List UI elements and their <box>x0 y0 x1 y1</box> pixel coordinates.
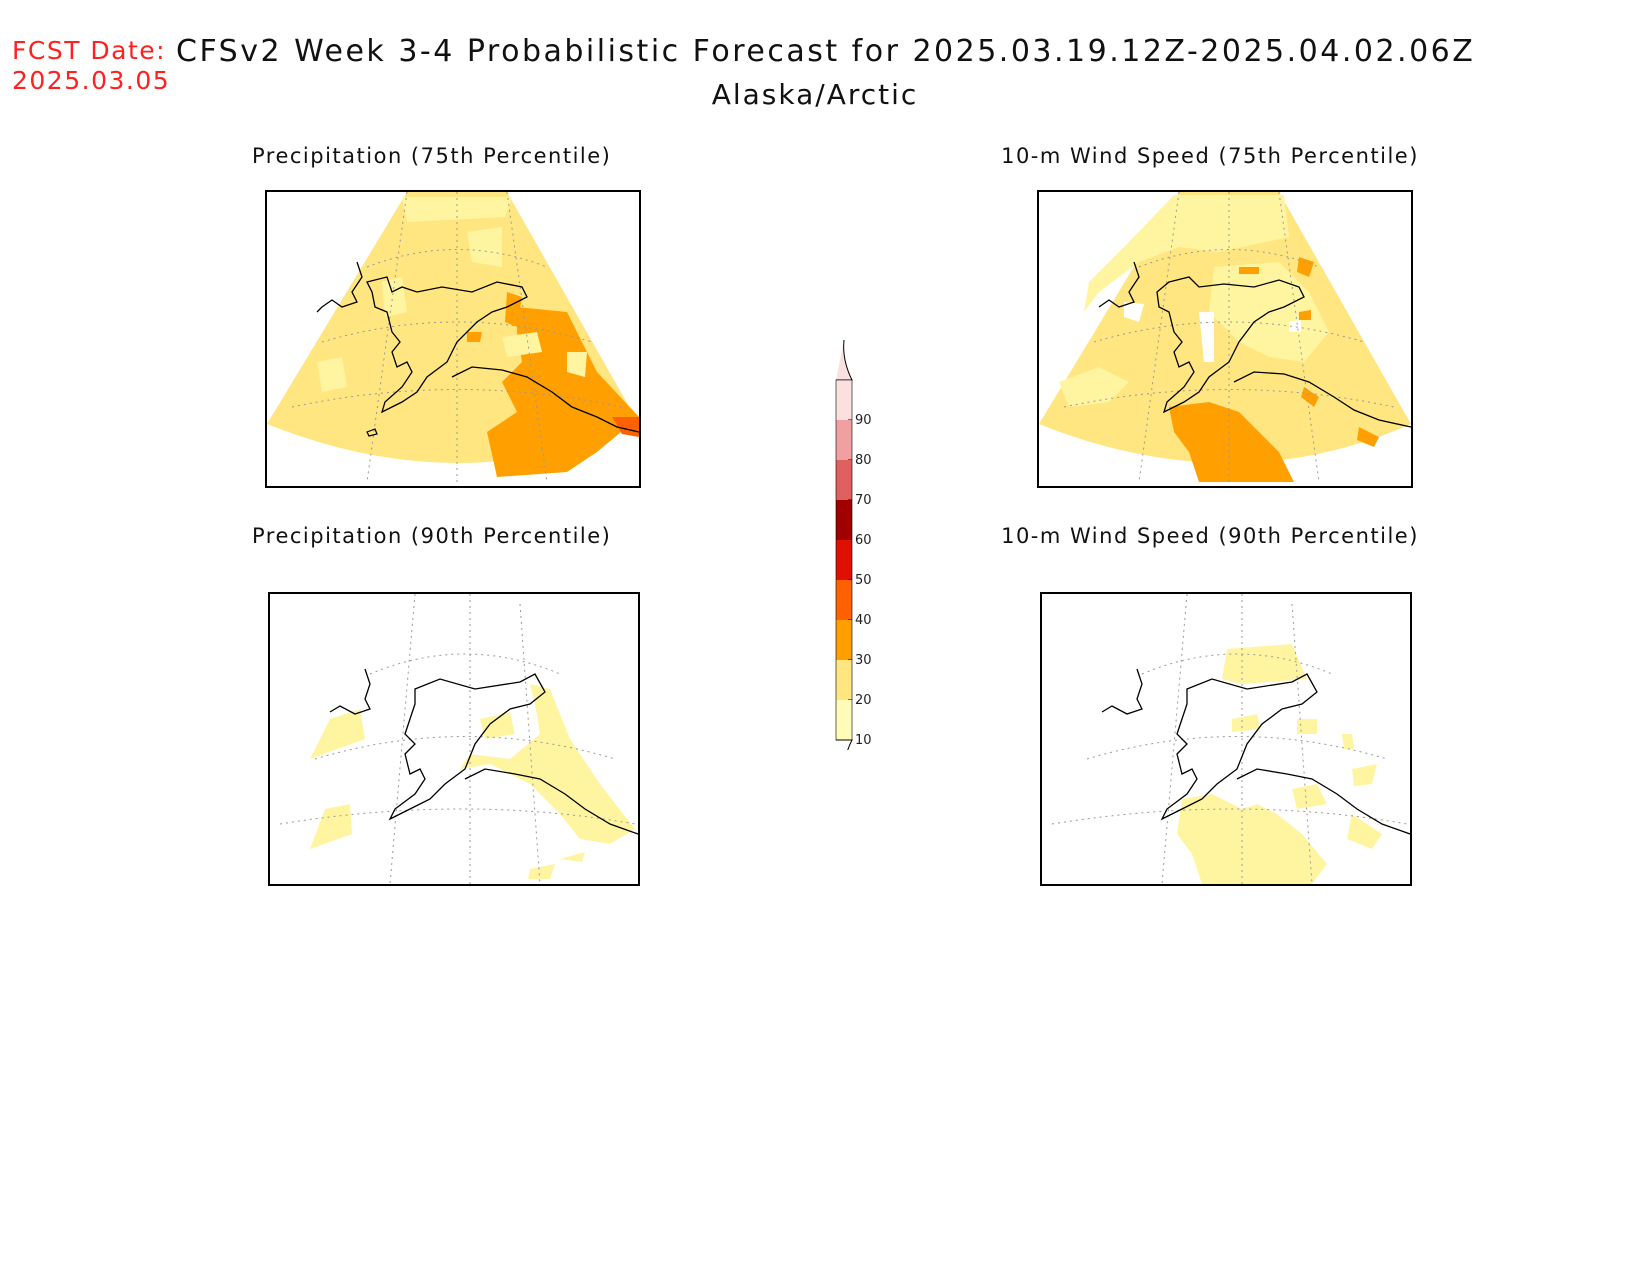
region-subtitle: Alaska/Arctic <box>711 78 919 111</box>
prob-10-region <box>502 332 542 357</box>
colorbar-swatch-90 <box>836 380 852 420</box>
gulf-coastline <box>1236 768 1410 835</box>
prob-none-region <box>1199 312 1214 362</box>
prob-10-region <box>1292 784 1327 809</box>
colorbar-swatch-80 <box>836 420 852 460</box>
map-wind75 <box>1037 190 1413 488</box>
map-precip90 <box>268 592 640 886</box>
map-precip75-plot <box>267 192 639 483</box>
prob-10-region <box>402 197 512 222</box>
gulf-coastline <box>464 768 638 835</box>
panel-title-wind75: 10-m Wind Speed (75th Percentile) <box>1001 144 1419 168</box>
colorbar-bottom-cap <box>836 739 853 750</box>
prob-10-region <box>1059 367 1129 407</box>
map-wind75-plot <box>1039 192 1411 483</box>
prob-10-region <box>1352 764 1377 786</box>
alaska-coastline <box>366 276 528 414</box>
panel-title-wind90: 10-m Wind Speed (90th Percentile) <box>1001 524 1419 548</box>
colorbar-label-80: 80 <box>855 453 872 468</box>
colorbar-swatch-70 <box>836 460 852 500</box>
colorbar-label-30: 30 <box>855 653 872 668</box>
colorbar-top-cap <box>836 339 853 381</box>
prob-none-region <box>1124 302 1144 322</box>
colorbar-frame <box>835 379 853 741</box>
prob-10-region <box>1297 719 1317 734</box>
map-wind90-plot <box>1051 594 1410 884</box>
colorbar-label-50: 50 <box>855 573 872 588</box>
gulf-coastline <box>1233 371 1411 428</box>
russia-coastline <box>329 668 371 715</box>
gulf-coastline <box>451 366 639 433</box>
prob-10-region <box>310 804 352 849</box>
prob-30-region <box>1299 310 1311 320</box>
alaska-coastline <box>388 673 546 821</box>
prob-40-region <box>612 417 639 437</box>
map-wind90 <box>1040 592 1412 886</box>
prob-30-region <box>1239 267 1259 274</box>
alaska-coastline <box>1160 673 1318 821</box>
prob-10-region <box>1084 195 1289 312</box>
alaska-coastline <box>1156 276 1305 414</box>
prob-10-region <box>528 864 555 879</box>
island <box>366 428 378 437</box>
fcst-date-value: 2025.03.05 <box>12 66 171 95</box>
colorbar-swatch-60 <box>836 500 852 540</box>
fcst-date-label: FCST Date: <box>12 36 167 65</box>
russia-coastline <box>1101 668 1143 715</box>
colorbar-label-10: 10 <box>855 733 872 748</box>
russia-coastline <box>1098 261 1140 308</box>
prob-10-region <box>567 352 587 377</box>
colorbar-swatch-50 <box>836 540 852 580</box>
prob-10-region <box>560 852 585 862</box>
prob-10-region <box>467 227 502 267</box>
map-precip75 <box>265 190 641 488</box>
colorbar-swatch-30 <box>836 620 852 660</box>
panel-title-precip90: Precipitation (90th Percentile) <box>252 524 612 548</box>
prob-10-region <box>310 709 365 759</box>
prob-30-region <box>467 332 482 342</box>
prob-10-region <box>480 712 515 739</box>
prob-10-region <box>1342 734 1354 749</box>
map-precip90-plot <box>279 594 638 884</box>
panel-title-precip75: Precipitation (75th Percentile) <box>252 144 612 168</box>
prob-10-region <box>460 684 635 844</box>
prob-10-region <box>1177 794 1327 884</box>
prob-30-region <box>505 292 522 327</box>
colorbar-label-40: 40 <box>855 613 872 628</box>
colorbar-label-20: 20 <box>855 693 872 708</box>
prob-10-region <box>317 357 347 392</box>
prob-10-region <box>1222 644 1307 684</box>
russia-coastline <box>316 261 363 313</box>
colorbar-label-70: 70 <box>855 493 872 508</box>
prob-10-region <box>1347 814 1382 849</box>
prob-30-region <box>1297 257 1314 277</box>
prob-30-region <box>1357 427 1379 447</box>
prob-30-region <box>1301 387 1319 407</box>
colorbar-label-90: 90 <box>855 413 872 428</box>
prob-30-region <box>1169 402 1294 482</box>
colorbar-label-60: 60 <box>855 533 872 548</box>
colorbar-swatch-10 <box>836 700 852 740</box>
page-title: CFSv2 Week 3-4 Probabilistic Forecast fo… <box>176 34 1476 69</box>
prob-10-region <box>1232 714 1260 732</box>
colorbar-swatch-20 <box>836 660 852 700</box>
colorbar-swatch-40 <box>836 580 852 620</box>
colorbar-legend: 90 80 70 60 50 40 30 20 10 <box>835 339 872 750</box>
